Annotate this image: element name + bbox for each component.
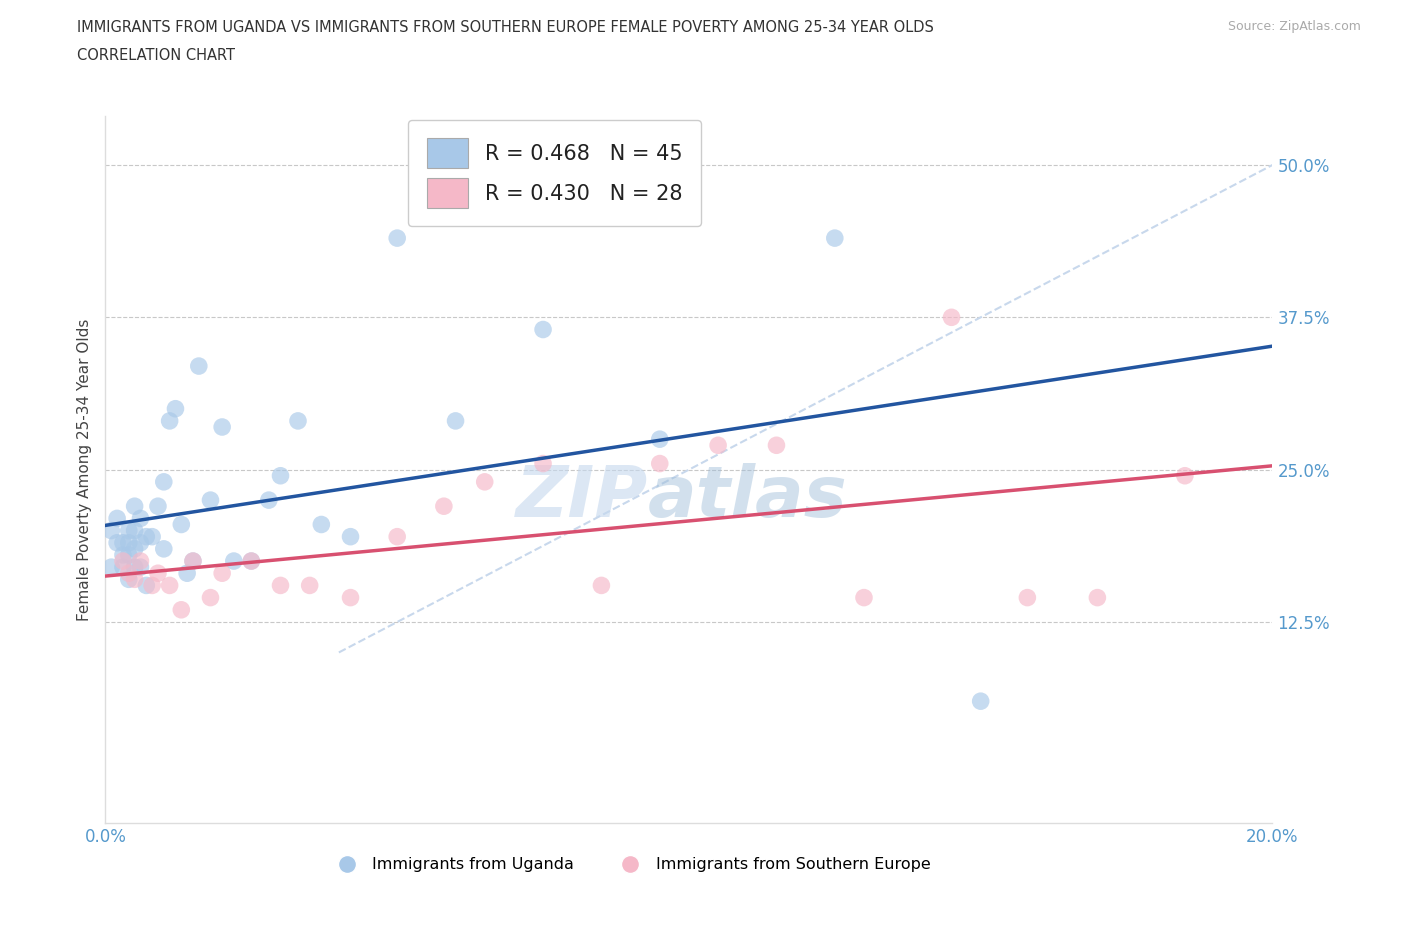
Point bbox=[153, 474, 174, 489]
Point bbox=[181, 553, 204, 568]
Point bbox=[100, 560, 122, 575]
Point bbox=[240, 553, 263, 568]
Point bbox=[970, 694, 993, 709]
Point bbox=[181, 553, 204, 568]
Text: Source: ZipAtlas.com: Source: ZipAtlas.com bbox=[1227, 20, 1361, 33]
Point bbox=[146, 565, 169, 580]
Point bbox=[129, 511, 152, 525]
Point bbox=[124, 541, 146, 556]
Text: ZIP: ZIP bbox=[516, 463, 648, 532]
Point bbox=[240, 553, 263, 568]
Point bbox=[531, 322, 554, 337]
Point bbox=[591, 578, 613, 592]
Point bbox=[474, 474, 496, 489]
Point bbox=[141, 529, 163, 544]
Point bbox=[385, 231, 409, 246]
Point bbox=[200, 591, 222, 605]
Point bbox=[269, 469, 292, 484]
Point bbox=[707, 438, 730, 453]
Point bbox=[298, 578, 321, 592]
Point bbox=[648, 432, 671, 446]
Point bbox=[170, 603, 193, 618]
Point bbox=[1174, 469, 1197, 484]
Point bbox=[124, 572, 146, 587]
Point bbox=[146, 498, 169, 513]
Point bbox=[118, 572, 141, 587]
Point bbox=[118, 524, 141, 538]
Point bbox=[170, 517, 193, 532]
Point bbox=[187, 359, 209, 374]
Point bbox=[165, 401, 187, 416]
Point bbox=[111, 548, 134, 563]
Point bbox=[211, 419, 233, 434]
Point bbox=[531, 456, 554, 471]
Point bbox=[124, 560, 146, 575]
Point bbox=[222, 553, 245, 568]
Point bbox=[176, 565, 198, 580]
Point bbox=[211, 565, 233, 580]
Point bbox=[135, 529, 157, 544]
Point bbox=[105, 511, 128, 525]
Point bbox=[129, 553, 152, 568]
Legend: Immigrants from Uganda, Immigrants from Southern Europe: Immigrants from Uganda, Immigrants from … bbox=[325, 851, 936, 879]
Text: IMMIGRANTS FROM UGANDA VS IMMIGRANTS FROM SOUTHERN EUROPE FEMALE POVERTY AMONG 2: IMMIGRANTS FROM UGANDA VS IMMIGRANTS FRO… bbox=[77, 20, 934, 35]
Point bbox=[339, 591, 361, 605]
Y-axis label: Female Poverty Among 25-34 Year Olds: Female Poverty Among 25-34 Year Olds bbox=[76, 318, 91, 621]
Point bbox=[124, 498, 146, 513]
Point bbox=[153, 541, 174, 556]
Point bbox=[159, 578, 181, 592]
Point bbox=[269, 578, 292, 592]
Point bbox=[159, 414, 181, 429]
Point bbox=[648, 456, 671, 471]
Text: atlas: atlas bbox=[648, 463, 848, 532]
Point bbox=[287, 414, 309, 429]
Point bbox=[1087, 591, 1109, 605]
Point bbox=[100, 524, 122, 538]
Point bbox=[111, 553, 134, 568]
Point bbox=[111, 536, 134, 551]
Point bbox=[118, 548, 141, 563]
Point bbox=[111, 560, 134, 575]
Point bbox=[129, 536, 152, 551]
Point bbox=[1017, 591, 1039, 605]
Point bbox=[433, 498, 456, 513]
Point bbox=[257, 493, 280, 508]
Point bbox=[824, 231, 846, 246]
Point bbox=[444, 414, 467, 429]
Point bbox=[118, 536, 141, 551]
Point bbox=[124, 524, 146, 538]
Point bbox=[339, 529, 361, 544]
Point bbox=[118, 565, 141, 580]
Point bbox=[141, 578, 163, 592]
Point bbox=[311, 517, 333, 532]
Point bbox=[852, 591, 875, 605]
Text: CORRELATION CHART: CORRELATION CHART bbox=[77, 48, 235, 63]
Point bbox=[105, 536, 128, 551]
Point bbox=[129, 560, 152, 575]
Point bbox=[765, 438, 787, 453]
Point bbox=[385, 529, 409, 544]
Point bbox=[941, 310, 963, 325]
Point bbox=[200, 493, 222, 508]
Point bbox=[135, 578, 157, 592]
